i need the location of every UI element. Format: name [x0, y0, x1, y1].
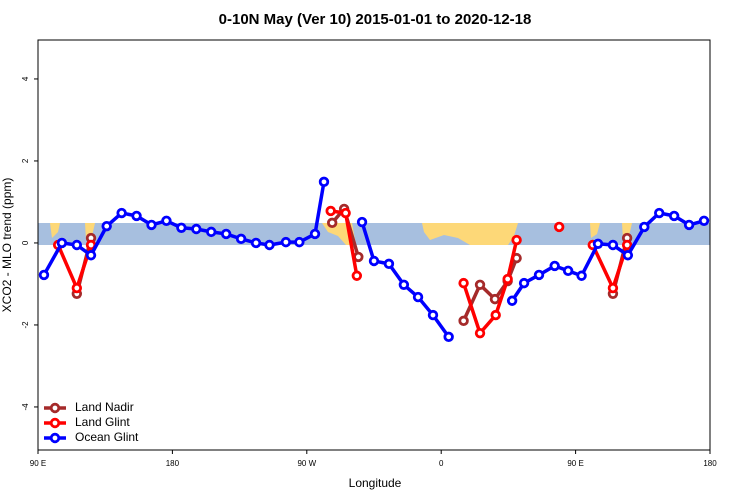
y-tick-label: 4	[21, 76, 30, 81]
point	[533, 269, 545, 281]
point	[85, 250, 97, 261]
point	[280, 236, 292, 248]
point	[326, 217, 338, 229]
x-tick-label: 180	[166, 459, 180, 468]
point	[131, 210, 142, 222]
point	[116, 207, 127, 219]
legend-marker	[49, 402, 61, 414]
point	[654, 207, 665, 219]
point	[474, 279, 486, 290]
point	[412, 291, 424, 303]
point	[668, 210, 680, 222]
point	[146, 219, 157, 231]
point	[518, 277, 530, 289]
legend-label: Land Glint	[75, 415, 130, 429]
y-tick-label: -4	[21, 403, 30, 411]
point	[639, 221, 650, 233]
land-shapes	[50, 223, 632, 245]
point	[489, 293, 501, 305]
y-axis-label: XCO2 - MLO trend (ppm)	[0, 178, 14, 313]
point	[318, 176, 330, 188]
point	[264, 239, 275, 251]
point	[38, 269, 50, 281]
point	[506, 295, 518, 306]
y-tick-label: 0	[21, 240, 30, 245]
point	[206, 226, 217, 238]
y-tick-label: 2	[21, 158, 30, 163]
point	[576, 270, 587, 281]
point	[490, 309, 501, 321]
point	[458, 277, 469, 289]
point	[294, 236, 305, 248]
x-tick-label: 90 E	[30, 459, 46, 468]
point	[398, 279, 410, 290]
x-axis-label: Longitude	[349, 476, 402, 490]
plot-frame	[37, 39, 711, 451]
point	[325, 205, 336, 217]
background-map	[38, 223, 710, 245]
point	[383, 258, 395, 270]
point	[356, 216, 368, 228]
point	[427, 309, 439, 321]
point	[683, 219, 695, 231]
x-tick-label: 90 E	[567, 459, 583, 468]
point	[562, 265, 574, 277]
point	[235, 233, 247, 245]
legend-label: Land Nadir	[75, 400, 134, 414]
ocean-band	[38, 223, 710, 245]
point	[340, 207, 351, 219]
point	[607, 282, 619, 294]
point	[101, 220, 112, 232]
point	[191, 223, 202, 235]
point	[622, 250, 634, 261]
x-tick-label: 90 W	[297, 459, 316, 468]
point	[553, 221, 565, 233]
point	[71, 282, 83, 294]
point	[161, 215, 172, 227]
chart-title: 0-10N May (Ver 10) 2015-01-01 to 2020-12…	[219, 11, 532, 28]
point	[176, 222, 187, 233]
point	[220, 228, 232, 240]
point	[474, 327, 486, 339]
x-tick-label: 0	[439, 459, 444, 468]
point	[511, 234, 522, 246]
point	[71, 239, 83, 251]
point	[368, 255, 380, 267]
point	[250, 237, 262, 249]
y-tick-label: -2	[21, 321, 30, 329]
point	[351, 270, 363, 281]
point	[458, 315, 469, 327]
legend-label: Ocean Glint	[75, 430, 139, 444]
point	[443, 331, 454, 343]
point	[56, 237, 68, 249]
point	[607, 239, 619, 251]
point	[502, 273, 513, 285]
point	[592, 238, 604, 249]
point	[698, 215, 710, 227]
point	[309, 228, 321, 240]
x-tick-label: 180	[703, 459, 717, 468]
point	[549, 260, 560, 272]
point	[621, 239, 633, 251]
legend-marker	[49, 417, 61, 429]
legend-marker	[49, 432, 61, 444]
